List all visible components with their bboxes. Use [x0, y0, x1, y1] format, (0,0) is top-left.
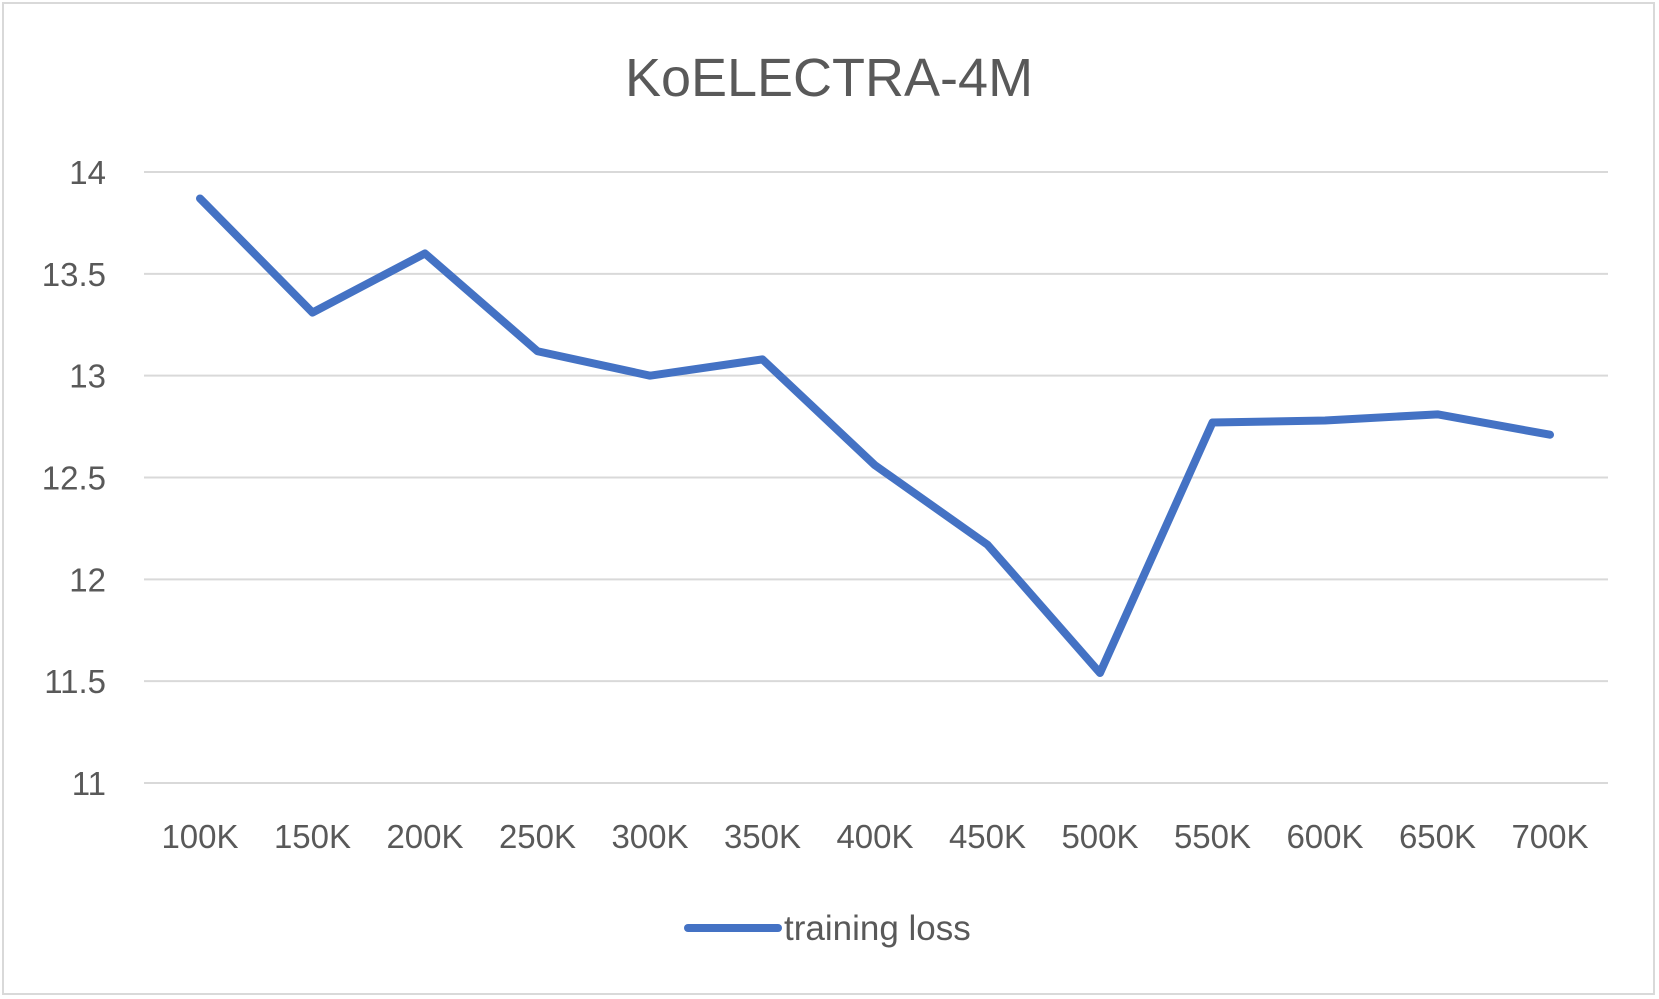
legend-label-training-loss: training loss	[784, 909, 971, 948]
y-tick-label: 14	[69, 154, 106, 191]
x-tick-label: 200K	[386, 818, 463, 855]
series-line-training-loss	[196, 194, 1554, 678]
y-tick-label: 11.5	[44, 663, 106, 700]
y-tick-label: 12.5	[42, 460, 106, 497]
series-layer	[196, 194, 1554, 678]
x-tick-label: 400K	[836, 818, 913, 855]
x-tick-label: 450K	[949, 818, 1026, 855]
legend: training loss	[684, 909, 971, 948]
y-tick-label: 12	[69, 561, 106, 598]
x-tick-label: 350K	[724, 818, 801, 855]
y-tick-label: 13.5	[42, 256, 106, 293]
x-tick-label: 300K	[611, 818, 688, 855]
x-tick-label: 700K	[1511, 818, 1588, 855]
x-tick-label: 650K	[1399, 818, 1476, 855]
y-axis-ticks: 11 11.5 12 12.5 13 13.5 14	[42, 154, 106, 802]
x-axis-ticks: 100K 150K 200K 250K 300K 350K 400K 450K 500K 550K…	[161, 818, 1588, 855]
x-tick-label: 250K	[499, 818, 576, 855]
x-tick-label: 100K	[161, 818, 238, 855]
gridlines	[144, 171, 1608, 784]
x-tick-label: 150K	[274, 818, 351, 855]
chart-title: KoELECTRA-4M	[625, 48, 1033, 108]
x-tick-label: 600K	[1286, 818, 1363, 855]
x-tick-label: 550K	[1174, 818, 1251, 855]
y-tick-label: 13	[69, 358, 106, 395]
y-tick-label: 11	[72, 765, 106, 802]
x-tick-label: 500K	[1061, 818, 1138, 855]
